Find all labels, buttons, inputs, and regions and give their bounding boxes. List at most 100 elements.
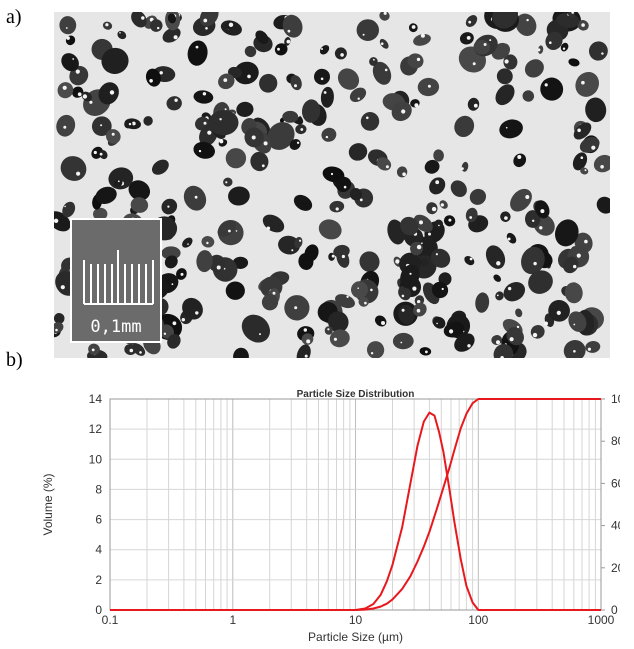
particle	[537, 45, 544, 54]
particle	[295, 124, 307, 135]
particle	[328, 311, 349, 333]
particle	[372, 61, 392, 85]
particle	[88, 343, 100, 355]
particle	[580, 167, 589, 175]
particle	[294, 236, 303, 249]
particle	[575, 71, 600, 97]
particle	[521, 246, 545, 275]
scale-bar-inset: 0,1mm	[70, 218, 162, 343]
particle	[530, 325, 545, 339]
particle	[91, 116, 112, 137]
particles-layer	[54, 12, 610, 358]
particle	[225, 281, 245, 300]
particle	[349, 87, 367, 102]
particle	[193, 90, 214, 104]
scale-bar-label: 0,1mm	[90, 317, 142, 337]
particle	[336, 249, 350, 268]
particle	[540, 77, 564, 101]
particle	[150, 19, 163, 32]
particle	[131, 12, 147, 28]
particle	[495, 291, 504, 301]
particle	[358, 296, 369, 307]
particle	[430, 248, 451, 268]
particle	[262, 214, 285, 233]
particle	[398, 304, 415, 325]
particle	[420, 258, 429, 267]
particle	[335, 176, 352, 192]
particle	[510, 188, 532, 212]
particle	[284, 295, 310, 321]
particle	[593, 154, 610, 173]
particle	[319, 45, 330, 55]
particle	[465, 207, 478, 223]
particle	[324, 326, 333, 335]
y-tick-label: 2	[95, 573, 102, 587]
particle	[426, 202, 438, 215]
particle	[98, 82, 119, 105]
particle	[433, 149, 444, 162]
particle	[304, 244, 319, 262]
particle	[351, 281, 368, 299]
chart-ticks: 0.1110100100002468101214020406080100	[89, 392, 620, 627]
particle	[167, 13, 176, 24]
particle	[374, 315, 387, 327]
particle	[454, 115, 475, 138]
particle	[320, 86, 334, 108]
particle	[61, 53, 79, 72]
particle	[130, 197, 149, 213]
particle	[356, 19, 379, 42]
particle	[410, 241, 423, 256]
particle	[568, 311, 587, 332]
panel-label-a: a)	[6, 6, 22, 28]
particle	[464, 255, 475, 266]
particle	[159, 324, 175, 339]
particle	[443, 321, 465, 338]
particle	[572, 152, 588, 171]
particle	[201, 236, 215, 248]
particle	[59, 16, 77, 35]
x-tick-label: 1	[229, 613, 236, 627]
particle	[259, 73, 278, 93]
particle	[413, 214, 433, 233]
particle	[419, 347, 432, 356]
particle	[349, 188, 363, 201]
y-tick-label: 0	[95, 603, 102, 617]
y-tick-label: 14	[89, 392, 103, 406]
particle	[301, 99, 321, 123]
particle	[124, 120, 133, 129]
particle	[431, 281, 449, 299]
y-tick-label: 12	[89, 422, 103, 436]
y2-tick-label: 0	[611, 603, 618, 617]
particle	[328, 252, 335, 261]
particle	[475, 292, 490, 313]
particle	[366, 341, 385, 358]
particle	[429, 177, 446, 195]
particle	[124, 343, 137, 356]
particle	[461, 161, 469, 172]
particle	[233, 61, 259, 85]
particle	[218, 73, 235, 90]
particle	[534, 200, 550, 219]
particle	[439, 200, 448, 209]
particle	[348, 143, 368, 161]
particle	[81, 91, 92, 102]
scale-bar-ruler	[83, 250, 154, 305]
particle	[62, 201, 76, 218]
particle	[568, 58, 580, 67]
particle	[65, 35, 76, 46]
particle	[99, 150, 108, 160]
particle	[596, 196, 610, 214]
particle	[193, 141, 215, 159]
particle	[506, 232, 517, 244]
particle	[577, 20, 589, 31]
y2-tick-label: 60	[611, 476, 620, 490]
particle	[182, 237, 193, 248]
particle	[491, 335, 503, 345]
y-axis-label: Volume (%)	[41, 473, 55, 535]
particle	[413, 302, 427, 317]
particle	[522, 90, 535, 102]
particle	[469, 188, 487, 205]
particle	[496, 68, 513, 85]
particle	[432, 316, 446, 329]
particle	[250, 151, 269, 172]
